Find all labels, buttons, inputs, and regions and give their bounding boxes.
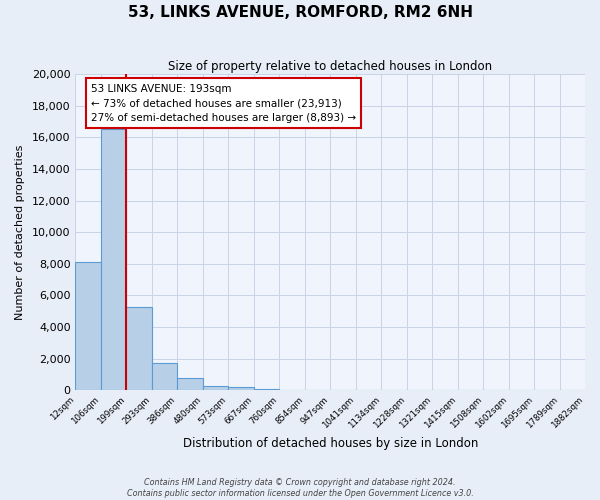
Bar (254, 388, 279, 390)
Text: 53, LINKS AVENUE, ROMFORD, RM2 6NH: 53, LINKS AVENUE, ROMFORD, RM2 6NH (128, 5, 473, 20)
Y-axis label: Number of detached properties: Number of detached properties (15, 144, 25, 320)
Bar (152, 362, 178, 390)
Bar (127, 306, 152, 390)
X-axis label: Distribution of detached houses by size in London: Distribution of detached houses by size … (182, 437, 478, 450)
Text: Contains HM Land Registry data © Crown copyright and database right 2024.
Contai: Contains HM Land Registry data © Crown c… (127, 478, 473, 498)
Bar (76, 262, 101, 390)
Text: 53 LINKS AVENUE: 193sqm
← 73% of detached houses are smaller (23,913)
27% of sem: 53 LINKS AVENUE: 193sqm ← 73% of detache… (91, 84, 356, 124)
Bar (229, 387, 254, 390)
Bar (178, 378, 203, 390)
Bar (101, 130, 127, 390)
Bar (203, 386, 229, 390)
Title: Size of property relative to detached houses in London: Size of property relative to detached ho… (168, 60, 492, 73)
